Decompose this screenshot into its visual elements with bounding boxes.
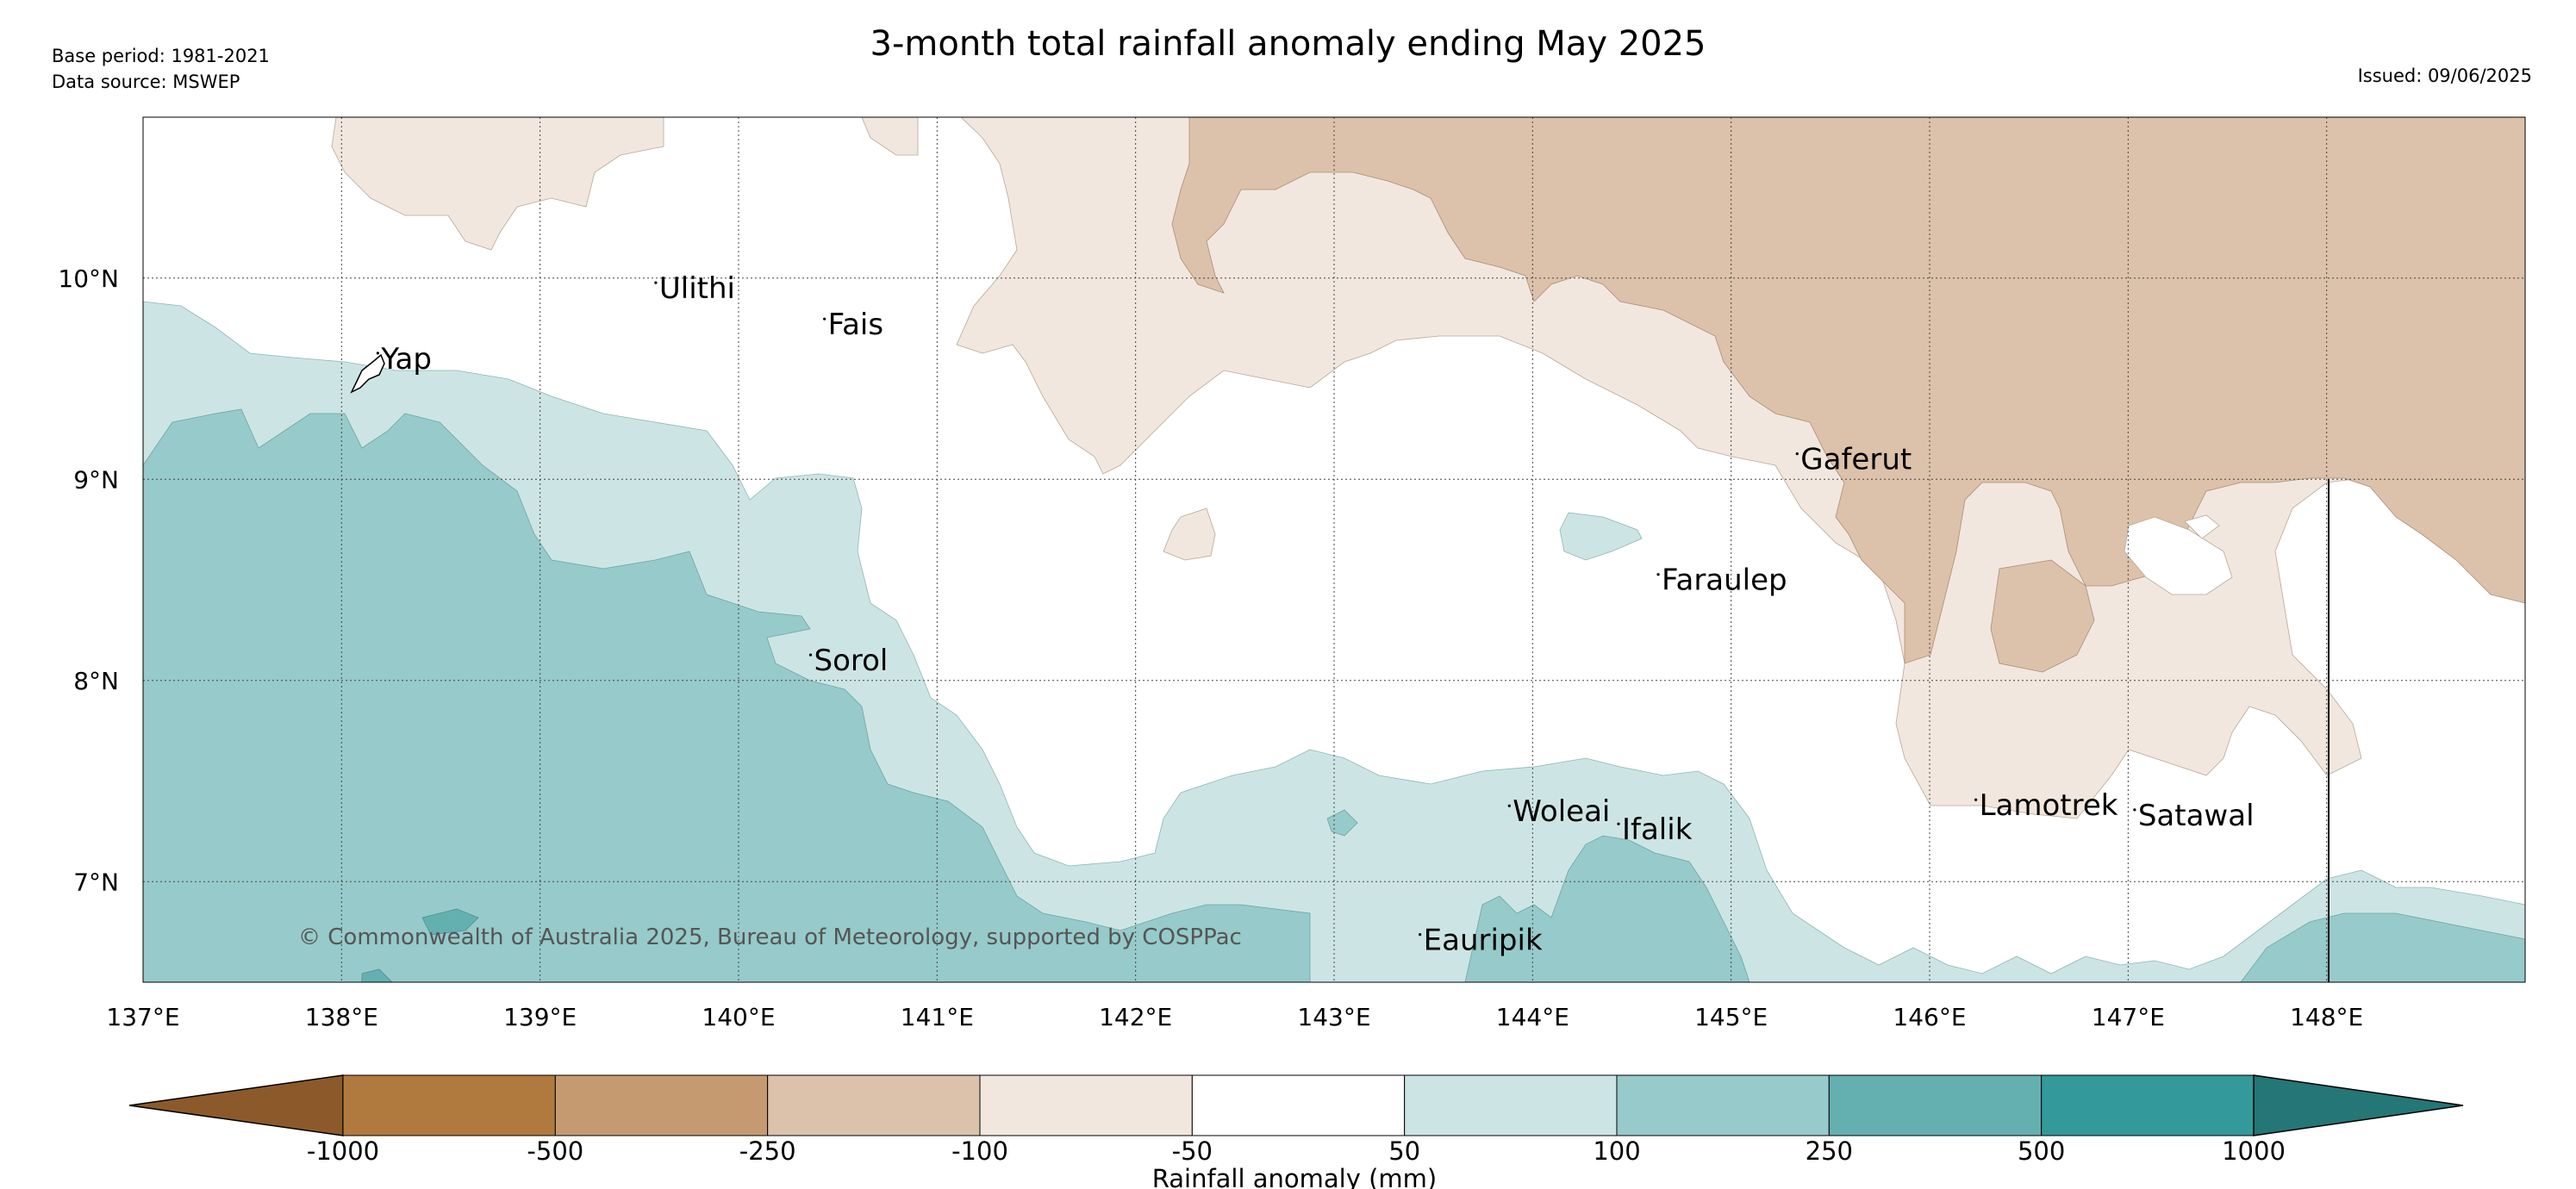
colorbar-segment	[1616, 1074, 1830, 1136]
colorbar-tick-label: 500	[2018, 1136, 2065, 1166]
issued-date: Issued: 09/06/2025	[2357, 65, 2532, 86]
anomaly-region-wet-medium-patch	[1326, 809, 1358, 837]
place-marker	[1974, 798, 1978, 801]
longitude-labels: 137°E 138°E 139°E 140°E 141°E 142°E 143°E 144°E…	[106, 1003, 2363, 1031]
colorbar-segment	[1404, 1074, 1618, 1136]
colorbar-segment	[554, 1074, 769, 1136]
longitude-label: 139°E	[503, 1003, 577, 1031]
place-label: Sorol	[814, 644, 889, 678]
yap-island-outline	[350, 353, 385, 394]
place-marker	[808, 653, 813, 657]
longitude-label: 143°E	[1297, 1003, 1370, 1031]
colorbar-tick-label: -50	[1172, 1136, 1213, 1166]
place-marker	[376, 352, 379, 355]
anomaly-hole-neutral-2	[2184, 514, 2220, 539]
anomaly-region-wet-strong-2	[361, 968, 393, 982]
place-label: Woleai	[1513, 794, 1610, 829]
colorbar-tick-label: -250	[739, 1136, 796, 1166]
anomaly-region-dry-light-patch	[1163, 507, 1216, 561]
place-label: Ulithi	[659, 271, 735, 306]
colorbar-tick-label: 1000	[2222, 1136, 2286, 1166]
latitude-label: 8°N	[73, 667, 119, 695]
place-label: Eauripik	[1424, 924, 1543, 958]
anomaly-region-wet-light-patch	[1559, 512, 1643, 561]
anomaly-region-dry-light-top	[861, 117, 919, 156]
colorbar-tick-label: -1000	[307, 1136, 379, 1166]
place-marker	[654, 281, 658, 284]
place-label: Ifalik	[1622, 812, 1693, 847]
colorbar-tick-label: 100	[1593, 1136, 1640, 1166]
place-label: Satawal	[2138, 799, 2255, 833]
place-label: Gaferut	[1800, 443, 1912, 477]
colorbar-segment	[979, 1074, 1193, 1136]
data-source-text: Data source: MSWEP	[52, 72, 240, 92]
place-label: Faraulep	[1662, 563, 1787, 598]
map-frame	[142, 116, 2526, 983]
colorbar-extend-low	[128, 1074, 344, 1136]
latitude-labels: 10°N 9°N 8°N 7°N	[58, 265, 119, 896]
longitude-label: 148°E	[2290, 1003, 2363, 1031]
colorbar-segment	[1828, 1074, 2043, 1136]
place-label: Fais	[828, 308, 883, 342]
colorbar-extend-high	[2253, 1074, 2464, 1136]
anomaly-region-dry-light-nw	[331, 117, 664, 251]
longitude-label: 145°E	[1694, 1003, 1768, 1031]
place-marker	[1507, 804, 1511, 807]
colorbar-segment	[2041, 1074, 2255, 1136]
place-labels: Yap Ulithi Fais Gaferut Faraulep Sorol Woleai I…	[376, 271, 2255, 958]
colorbar-segment	[1191, 1074, 1406, 1136]
anomaly-region-dry-medium	[1171, 117, 2525, 664]
colorbar-tick-label: -100	[951, 1136, 1008, 1166]
base-period-text: Base period: 1981-2021	[52, 46, 270, 66]
colorbar-segment	[342, 1074, 556, 1136]
latitude-label: 9°N	[73, 465, 119, 494]
latitude-label: 10°N	[58, 265, 119, 293]
place-marker	[2133, 808, 2136, 812]
place-label: Yap	[380, 342, 432, 377]
colorbar-segment	[767, 1074, 981, 1136]
place-marker	[823, 317, 826, 321]
latitude-label: 7°N	[73, 868, 119, 896]
anomaly-region-dry-medium-lobe	[1990, 559, 2095, 673]
longitude-label: 147°E	[2092, 1003, 2165, 1031]
place-marker	[1419, 933, 1422, 937]
longitude-label: 137°E	[106, 1003, 179, 1031]
longitude-label: 140°E	[702, 1003, 775, 1031]
anomaly-hole-neutral	[2124, 516, 2233, 595]
graticule	[143, 117, 2525, 982]
meta-info: Base period: 1981-2021 Data source: MSWE…	[52, 43, 270, 95]
anomaly-region-wet-medium-east	[2240, 912, 2525, 982]
anomaly-region-wet-medium-south	[1464, 835, 1750, 982]
longitude-label: 142°E	[1099, 1003, 1172, 1031]
longitude-label: 141°E	[901, 1003, 974, 1031]
longitude-label: 146°E	[1893, 1003, 1966, 1031]
colorbar: -1000 -500 -250 -100 -50 50 100 250 500 1000	[128, 1074, 2464, 1166]
anomaly-region-wet-strong	[421, 908, 479, 936]
place-marker	[1656, 573, 1660, 576]
longitude-label: 144°E	[1496, 1003, 1569, 1031]
longitude-label: 138°E	[305, 1003, 378, 1031]
colorbar-tick-label: -500	[527, 1136, 583, 1166]
copyright-text: © Commonwealth of Australia 2025, Bureau…	[298, 924, 1242, 950]
place-marker	[1617, 822, 1620, 825]
colorbar-tick-label: 250	[1806, 1136, 1853, 1166]
colorbar-tick-label: 50	[1388, 1136, 1420, 1166]
place-marker	[1795, 452, 1799, 456]
colorbar-title: Rainfall anomaly (mm)	[1152, 1164, 1438, 1189]
page-title: 3-month total rainfall anomaly ending Ma…	[870, 24, 1706, 64]
place-label: Lamotrek	[1980, 788, 2118, 823]
anomaly-region-wet-medium	[143, 408, 1311, 982]
